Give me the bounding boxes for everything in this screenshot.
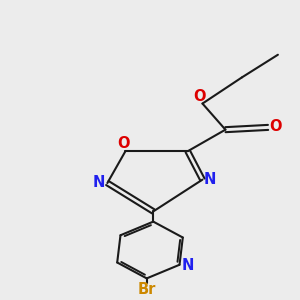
Text: Br: Br xyxy=(138,282,157,297)
Text: O: O xyxy=(193,89,206,104)
Text: O: O xyxy=(269,119,282,134)
Text: N: N xyxy=(182,258,194,273)
Text: O: O xyxy=(118,136,130,152)
Text: N: N xyxy=(93,175,105,190)
Text: N: N xyxy=(204,172,216,187)
